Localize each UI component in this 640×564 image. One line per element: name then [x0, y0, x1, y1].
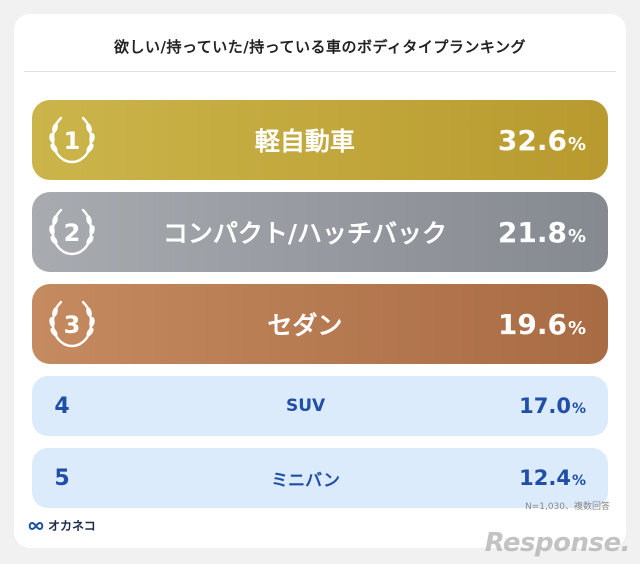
rank-label-1: 軽自動車	[254, 127, 355, 156]
rank-value-unit-4: %	[571, 401, 586, 417]
rank-value-number-5: 12.4	[519, 466, 571, 490]
rank-value-3: 19.6%	[498, 308, 608, 341]
laurel-icon: 3	[49, 300, 95, 348]
title-divider	[24, 71, 616, 72]
infinity-icon	[28, 521, 44, 530]
rank-row-4: 4 SUV 17.0%	[32, 376, 608, 436]
laurel-icon: 2	[49, 208, 95, 256]
rank-label-2: コンパクト/ハッチバック	[162, 219, 447, 248]
rank-value-number-4: 17.0	[519, 394, 571, 418]
rank-number-1: 1	[64, 127, 81, 155]
rank-value-unit-3: %	[567, 317, 586, 339]
rank-row-5: 5 ミニバン 12.4%	[32, 448, 608, 508]
brand-name: オカネコ	[48, 519, 96, 533]
chart-title: 欲しい/持っていた/持っている車のボディタイプランキング	[114, 38, 526, 56]
rank-number-2: 2	[64, 219, 81, 247]
rank-number-5: 5	[54, 465, 70, 491]
rank-label-5: ミニバン	[271, 470, 340, 491]
rank-value-5: 12.4%	[519, 466, 608, 490]
laurel-icon: 1	[49, 116, 95, 164]
brand-logo: オカネコ	[28, 517, 96, 534]
laurel-badge-2: 2	[32, 202, 112, 262]
rank-value-unit-1: %	[567, 133, 586, 155]
rank-number-3: 3	[64, 311, 81, 339]
rank-value-number-2: 21.8	[497, 215, 567, 249]
rank-number-4: 4	[54, 393, 70, 419]
rank-label-4: SUV	[285, 396, 326, 416]
rank-value-unit-2: %	[567, 225, 586, 247]
laurel-badge-3: 3	[32, 294, 112, 354]
rank-label-3: セダン	[267, 311, 343, 340]
rank-value-4: 17.0%	[519, 394, 608, 418]
rank-row-3: 3 セダン 19.6%	[32, 284, 608, 364]
watermark: Response.	[484, 528, 631, 558]
rank-row-2: 2 コンパクト/ハッチバック 21.8%	[32, 192, 608, 272]
rank-row-1: 1 軽自動車 32.6%	[32, 100, 608, 180]
ranking-card: 欲しい/持っていた/持っている車のボディタイプランキング 1	[14, 14, 626, 548]
rank-value-unit-5: %	[571, 473, 586, 489]
rank-value-number-3: 19.6	[497, 307, 567, 341]
laurel-badge-1: 1	[32, 110, 112, 170]
rank-value-2: 21.8%	[498, 216, 608, 249]
rank-value-number-1: 32.6	[497, 123, 567, 157]
rank-value-1: 32.6%	[498, 124, 608, 157]
sample-note: N=1,030、複数回答	[524, 502, 610, 512]
